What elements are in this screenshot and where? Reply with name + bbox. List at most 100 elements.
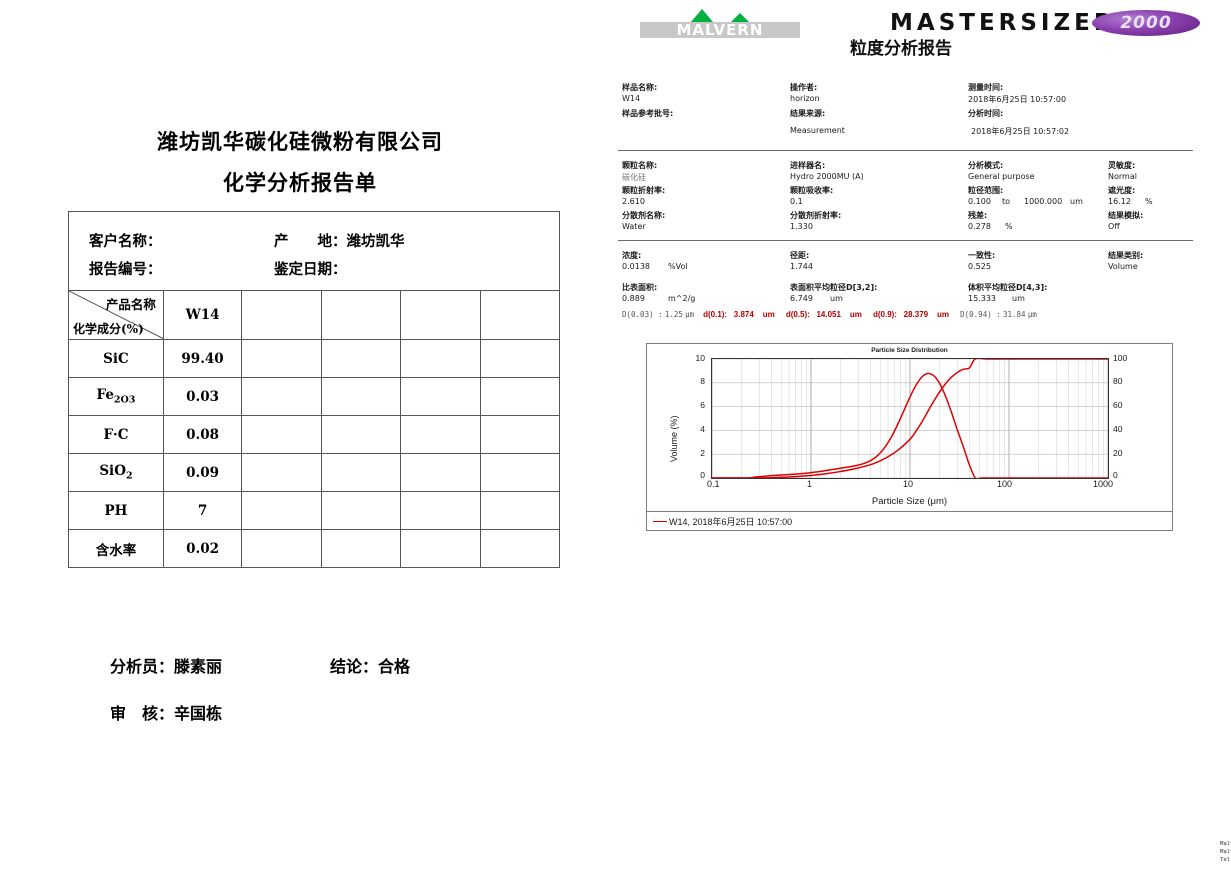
empty-cell [400, 290, 481, 340]
particle-name-value: 碳化硅 [622, 173, 646, 182]
analyte-label: 含水率 [95, 542, 137, 559]
analyte-name: F·C [68, 415, 164, 454]
analyte-subscript: 2O3 [113, 394, 136, 406]
table-row: 产品名称 化学成分(%) W14 [68, 290, 561, 340]
operator-label: 操作者: [790, 83, 818, 92]
sampler-label: 进样器名: [790, 161, 826, 170]
y-tick-label: 4 [700, 424, 705, 434]
operator-value: horizon [790, 94, 820, 103]
obscuration-value: 16.12 [1108, 197, 1131, 206]
empty-cell [400, 415, 481, 454]
particle-name-label: 颗粒名称: [622, 161, 658, 170]
analyte-value: 7 [162, 491, 243, 530]
absorption-value: 0.1 [790, 197, 803, 206]
d43-label: 体积平均粒径D[4,3]: [968, 283, 1048, 292]
result-source-label: 结果来源: [790, 109, 826, 118]
empty-cell [320, 415, 402, 454]
empty-cell [320, 290, 402, 340]
d-values-row: D(0.03) : 1.25 μm d(0.1): 3.874 um d(0.5… [622, 310, 1037, 319]
header-info-cell: 客户名称： 产 地：潍坊凯华 报告编号： 鉴定日期： [68, 211, 560, 291]
analyte-name: SiO2 [68, 453, 164, 492]
residual-label: 残差: [968, 211, 988, 220]
mastersizer-2000-badge-icon: 2000 [1092, 10, 1200, 36]
chemical-composition-table: 客户名称： 产 地：潍坊凯华 报告编号： 鉴定日期： 产品名称 化学成分(%) … [68, 211, 561, 568]
sensitivity-label: 灵敏度: [1108, 161, 1136, 170]
table-row: F·C 0.08 [68, 415, 561, 454]
y2-tick-label: 40 [1113, 424, 1123, 434]
size-range-unit: um [1070, 197, 1083, 206]
empty-cell [320, 339, 402, 378]
dispersant-label: 分散剂名称: [622, 211, 666, 220]
malvern-wordmark-text: MALVERN [676, 21, 764, 39]
empty-cell [241, 290, 322, 340]
analysis-time-value: 2018年6月25日 10:57:02 [971, 127, 1070, 136]
uniformity-value: 0.525 [968, 262, 991, 271]
empty-cell [479, 339, 561, 378]
empty-cell [241, 377, 322, 416]
analyte-label: Fe [96, 387, 114, 404]
mastersizer-wordmark: MASTERSIZER [890, 10, 1116, 36]
reviewer-line: 审 核：辛国栋 [110, 704, 223, 723]
conclusion-line: 结论：合格 [330, 657, 411, 676]
analyte-value: 0.08 [162, 415, 243, 454]
sample-ref-label: 样品参考批号: [622, 109, 674, 118]
analyte-label: PH [104, 502, 128, 519]
company-title: 潍坊凯华碳化硅微粉有限公司 [157, 129, 443, 154]
empty-cell [400, 491, 481, 530]
empty-cell [320, 453, 402, 492]
d32-value: 6.749 [790, 294, 813, 303]
ssa-unit: m^2/g [668, 294, 696, 303]
concentration-unit: %Vol [668, 262, 688, 271]
d09-unit: um [937, 310, 949, 319]
result-emulation-value: Off [1108, 222, 1120, 231]
malvern-wordmark: MALVERN [640, 22, 800, 38]
chart-y-axis-label: Volume (%) [669, 415, 679, 462]
x-tick-label: 1 [807, 479, 813, 489]
ssa-value: 0.889 [622, 294, 645, 303]
chart-legend: W14, 2018年6月25日 10:57:00 [647, 511, 1172, 531]
y2-tick-label: 80 [1113, 376, 1123, 386]
analyte-value: 0.09 [162, 453, 243, 492]
d05-label: d(0.5): [785, 310, 810, 319]
empty-cell [241, 491, 322, 530]
x-tick-label: 10 [903, 479, 914, 489]
empty-cell [320, 491, 402, 530]
analyte-label: F·C [103, 426, 129, 443]
analyte-value: 0.03 [162, 377, 243, 416]
legend-line-swatch [653, 521, 667, 522]
y2-tick-label: 0 [1113, 470, 1118, 480]
ssa-label: 比表面积: [622, 283, 658, 292]
empty-cell [400, 339, 481, 378]
analyte-value: 0.02 [162, 529, 243, 568]
d094-value: 31.84 [1003, 310, 1026, 319]
badge-text: 2000 [1120, 13, 1172, 33]
dispersant-ri-label: 分散剂折射率: [790, 211, 842, 220]
document-title: 化学分析报告单 [223, 170, 377, 195]
analyte-name: SiC [68, 339, 164, 378]
customer-name-label: 客户名称： [89, 233, 162, 250]
measure-time-label: 测量时间: [968, 83, 1004, 92]
span-label: 径距: [790, 251, 810, 260]
y2-tick-label: 20 [1113, 448, 1123, 458]
d01-value: 3.874 [733, 310, 754, 319]
y2-tick-label: 60 [1113, 400, 1123, 410]
table-row: Fe2O3 0.03 [68, 377, 561, 416]
chart-series-line [712, 372, 1108, 478]
mastersizer-report: MALVERN MASTERSIZER 2000 粒度分析报告 样品名称: W1… [600, 0, 1231, 870]
measure-time-value: 2018年6月25日 10:57:00 [968, 95, 1067, 104]
certification-date-label: 鉴定日期： [274, 261, 347, 278]
analyte-subscript: 2 [125, 470, 133, 482]
d05-unit: um [849, 310, 862, 319]
particle-size-distribution-chart: Particle Size Distribution Volume (%) 10… [646, 343, 1173, 531]
y-tick-label: 8 [700, 376, 705, 386]
d003-label: D(0.03) : [622, 310, 663, 319]
sample-name-value: W14 [622, 94, 641, 103]
obscuration-label: 遮光度: [1108, 186, 1136, 195]
d094-label: D(0.94) : [960, 310, 1001, 319]
legend-label: W14, 2018年6月25日 10:57:00 [669, 517, 793, 527]
empty-cell [479, 529, 561, 568]
empty-cell [320, 377, 402, 416]
d094-unit: μm [1027, 310, 1037, 319]
table-header-info-row: 客户名称： 产 地：潍坊凯华 报告编号： 鉴定日期： [68, 211, 560, 291]
empty-cell [320, 529, 402, 568]
